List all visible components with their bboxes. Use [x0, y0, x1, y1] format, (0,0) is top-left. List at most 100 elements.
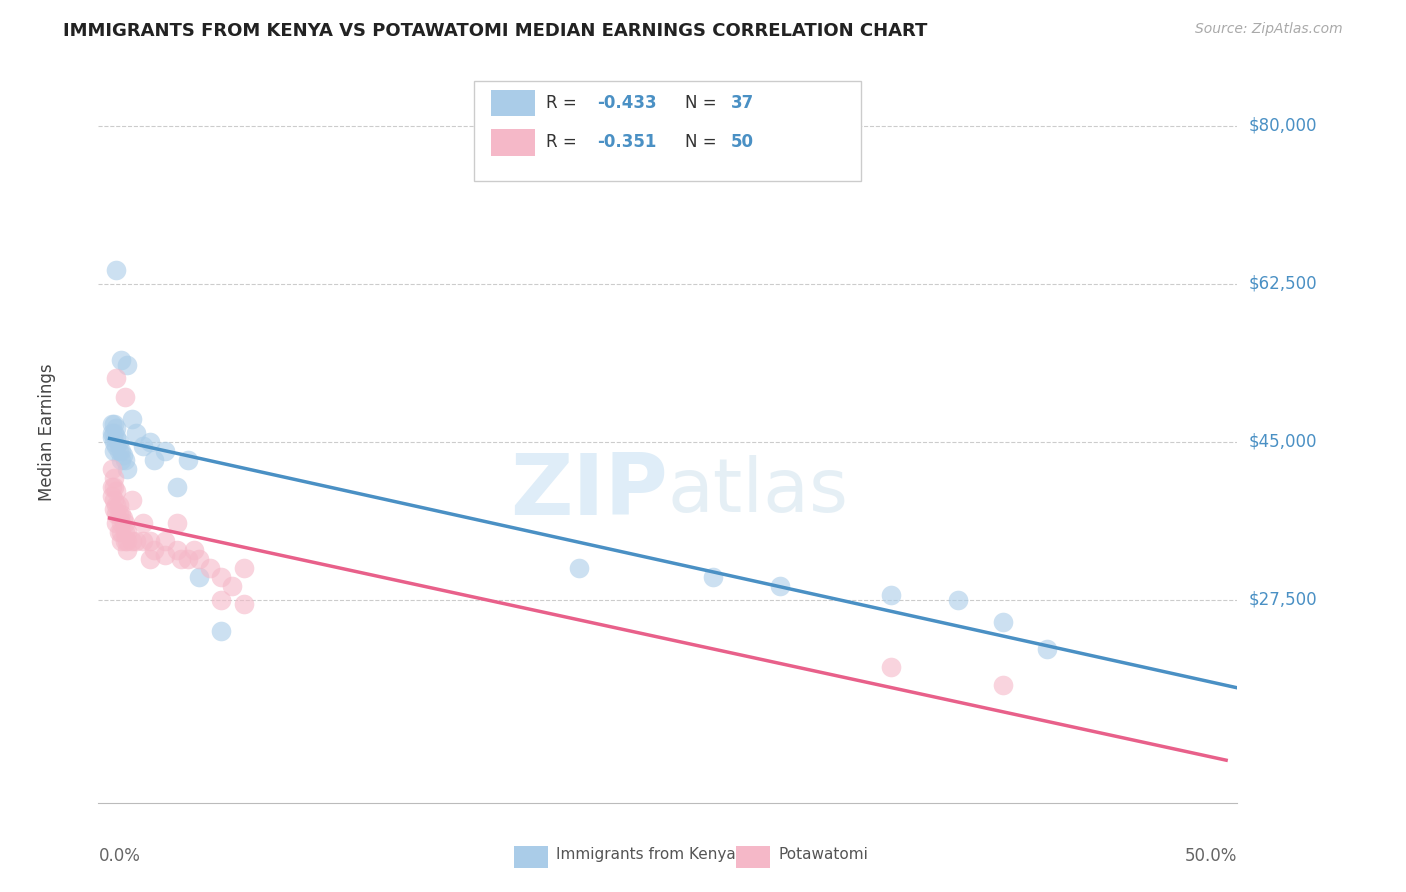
Point: [143, 543, 166, 558]
Text: N =: N =: [685, 95, 721, 112]
Point: [125, 425, 148, 440]
Point: [103, 493, 125, 508]
Point: [101, 461, 124, 475]
Point: [114, 452, 136, 467]
Text: -0.433: -0.433: [598, 95, 657, 112]
Point: [132, 533, 155, 548]
Point: [139, 434, 162, 449]
Point: [105, 484, 128, 499]
Point: [155, 533, 177, 548]
Text: 50.0%: 50.0%: [1185, 847, 1237, 865]
Point: [105, 421, 128, 435]
Point: [103, 417, 125, 431]
Point: [132, 516, 155, 530]
Point: [183, 543, 205, 558]
Point: [121, 412, 143, 426]
Point: [110, 443, 132, 458]
Point: [198, 561, 221, 575]
Point: [114, 516, 136, 530]
Point: [232, 561, 254, 575]
Point: [103, 425, 125, 440]
Text: $27,500: $27,500: [1249, 591, 1317, 608]
Point: [105, 498, 128, 512]
Point: [117, 358, 139, 372]
Point: [209, 570, 232, 584]
Point: [117, 524, 139, 539]
Point: [166, 480, 188, 494]
Point: [143, 452, 166, 467]
Text: 0.0%: 0.0%: [98, 847, 141, 865]
Point: [114, 524, 136, 539]
Point: [117, 533, 139, 548]
Text: Source: ZipAtlas.com: Source: ZipAtlas.com: [1195, 22, 1343, 37]
Point: [768, 579, 790, 593]
Point: [101, 430, 124, 444]
Point: [567, 561, 589, 575]
Point: [110, 524, 132, 539]
Text: Immigrants from Kenya: Immigrants from Kenya: [557, 847, 735, 863]
Point: [110, 507, 132, 521]
Point: [114, 390, 136, 404]
FancyBboxPatch shape: [474, 81, 862, 181]
FancyBboxPatch shape: [737, 846, 770, 868]
Point: [187, 552, 209, 566]
Point: [107, 507, 129, 521]
Point: [105, 263, 128, 277]
Text: ZIP: ZIP: [510, 450, 668, 533]
Point: [101, 425, 124, 440]
Point: [132, 439, 155, 453]
Point: [125, 533, 148, 548]
Point: [105, 439, 128, 453]
Point: [103, 502, 125, 516]
Point: [187, 570, 209, 584]
Point: [991, 678, 1014, 692]
Point: [101, 480, 124, 494]
Point: [107, 524, 129, 539]
Text: $62,500: $62,500: [1249, 275, 1317, 293]
Point: [139, 533, 162, 548]
Point: [101, 417, 124, 431]
Point: [105, 430, 128, 444]
Point: [121, 533, 143, 548]
Point: [103, 434, 125, 449]
Point: [880, 660, 903, 674]
Point: [177, 452, 200, 467]
Point: [155, 548, 177, 562]
Point: [155, 443, 177, 458]
Point: [107, 434, 129, 449]
Text: atlas: atlas: [668, 455, 849, 528]
Text: $80,000: $80,000: [1249, 117, 1317, 135]
Point: [209, 592, 232, 607]
Text: 50: 50: [731, 134, 754, 152]
Point: [110, 452, 132, 467]
Text: $45,000: $45,000: [1249, 433, 1317, 450]
Point: [991, 615, 1014, 630]
Point: [114, 533, 136, 548]
Point: [139, 552, 162, 566]
Point: [110, 533, 132, 548]
Text: R =: R =: [546, 95, 582, 112]
Text: -0.351: -0.351: [598, 134, 657, 152]
Point: [232, 597, 254, 611]
Point: [103, 471, 125, 485]
Point: [166, 543, 188, 558]
Point: [121, 493, 143, 508]
FancyBboxPatch shape: [491, 129, 534, 156]
Point: [1036, 642, 1059, 657]
Point: [107, 498, 129, 512]
Text: IMMIGRANTS FROM KENYA VS POTAWATOMI MEDIAN EARNINGS CORRELATION CHART: IMMIGRANTS FROM KENYA VS POTAWATOMI MEDI…: [63, 22, 928, 40]
Point: [103, 480, 125, 494]
Point: [101, 489, 124, 503]
Point: [107, 443, 129, 458]
Point: [946, 592, 969, 607]
Text: N =: N =: [685, 134, 721, 152]
Text: R =: R =: [546, 134, 582, 152]
Point: [170, 552, 193, 566]
Point: [117, 461, 139, 475]
Point: [110, 353, 132, 368]
Point: [166, 516, 188, 530]
Point: [111, 448, 134, 462]
Point: [221, 579, 243, 593]
Point: [177, 552, 200, 566]
Point: [111, 511, 134, 525]
